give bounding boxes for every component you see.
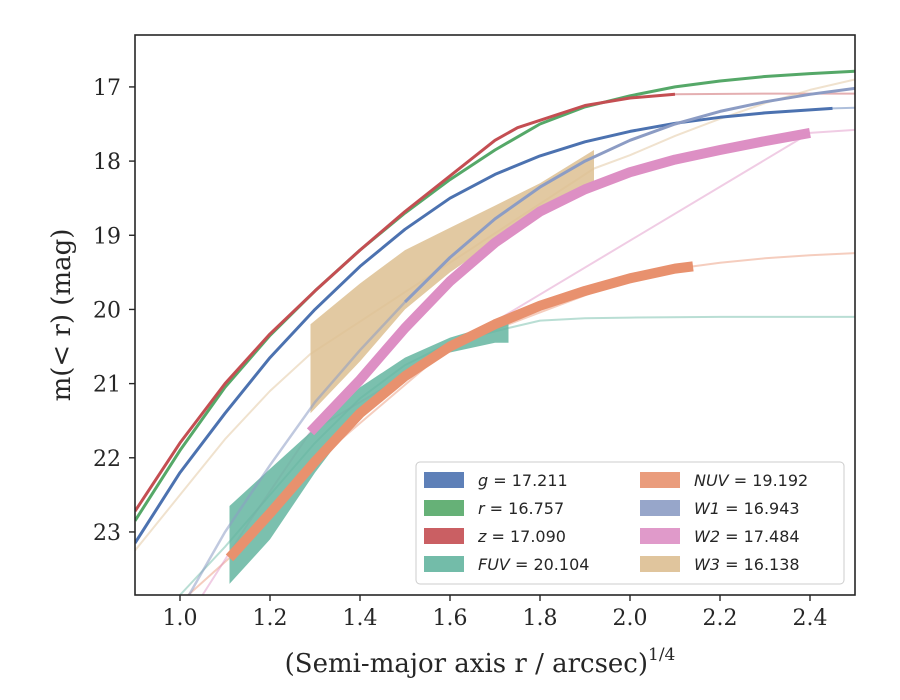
x-tick-label: 1.8 bbox=[523, 606, 558, 631]
y-axis: 17 18 19 20 21 22 23 bbox=[93, 76, 135, 546]
x-tick-label: 2.4 bbox=[793, 606, 828, 631]
series-w2-line bbox=[306, 127, 811, 436]
legend-label-w3: W3 = 16.138 bbox=[694, 555, 800, 574]
y-tick-label: 18 bbox=[93, 150, 121, 175]
legend-label-w2: W2 = 17.484 bbox=[694, 527, 800, 546]
x-tick-label: 2.0 bbox=[613, 606, 648, 631]
legend-label-w1: W1 = 16.943 bbox=[694, 499, 800, 518]
legend: g = 17.211 r = 16.757 z = 17.090 FUV = 20.1… bbox=[415, 461, 845, 585]
x-tick-label: 2.2 bbox=[703, 606, 738, 631]
series-w1-faint-line bbox=[187, 301, 406, 595]
legend-frame bbox=[415, 461, 845, 585]
legend-label-g: g = 17.211 bbox=[478, 471, 568, 490]
legend-swatch-w2 bbox=[640, 528, 680, 544]
series-w3-band bbox=[310, 150, 594, 414]
y-tick-label: 19 bbox=[93, 224, 121, 249]
y-tick-label: 23 bbox=[93, 521, 121, 546]
legend-label-z: z = 17.090 bbox=[477, 527, 566, 546]
series-g-extension bbox=[832, 106, 855, 110]
y-tick-label: 20 bbox=[93, 298, 121, 323]
series-g-line bbox=[135, 106, 833, 544]
x-tick-label: 1.6 bbox=[433, 606, 468, 631]
plot-frame bbox=[134, 34, 856, 596]
legend-swatch-nuv bbox=[640, 472, 680, 488]
x-axis: 1.0 1.2 1.4 1.6 1.8 2.0 2.2 2.4 bbox=[163, 595, 828, 631]
legend-swatch-w3 bbox=[640, 556, 680, 572]
legend-swatch-fuv bbox=[424, 556, 464, 572]
series-z-extension bbox=[674, 92, 855, 96]
y-tick-label: 17 bbox=[93, 76, 121, 101]
y-tick-label: 22 bbox=[93, 447, 121, 472]
series-nuv-line bbox=[225, 261, 694, 562]
x-tick-label: 1.2 bbox=[253, 606, 288, 631]
legend-swatch-g bbox=[424, 472, 464, 488]
legend-swatch-z bbox=[424, 528, 464, 544]
y-axis-label: m(< r) (mag) bbox=[47, 229, 77, 402]
legend-swatch-r bbox=[424, 500, 464, 516]
x-tick-label: 1.0 bbox=[163, 606, 198, 631]
x-axis-label: (Semi-major axis r / arcsec)1/4 bbox=[285, 645, 676, 679]
plot-area bbox=[135, 69, 855, 595]
series-w1-line bbox=[403, 86, 855, 304]
y-tick-label: 21 bbox=[93, 373, 121, 398]
series-z-line bbox=[135, 92, 676, 513]
x-tick-label: 1.4 bbox=[343, 606, 378, 631]
legend-label-nuv: NUV = 19.192 bbox=[694, 471, 808, 490]
legend-swatch-w1 bbox=[640, 500, 680, 516]
legend-label-fuv: FUV = 20.104 bbox=[478, 555, 589, 574]
legend-label-r: r = 16.757 bbox=[478, 499, 564, 518]
